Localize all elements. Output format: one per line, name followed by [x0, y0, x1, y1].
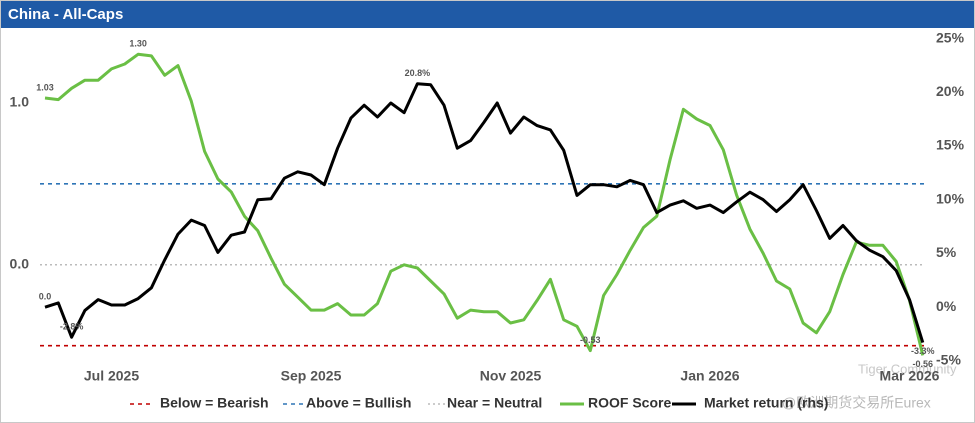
y2-tick-label: 10% [936, 190, 965, 206]
watermark: Tiger Community [858, 361, 957, 376]
y-tick-label: 1.0 [10, 94, 30, 110]
y2-tick-label: 25% [936, 29, 965, 45]
series-line [44, 82, 925, 344]
data-label: -0.53 [580, 335, 601, 345]
legend-label: Market return (rhs) [704, 395, 828, 411]
legend-label: Near = Neutral [447, 395, 542, 411]
x-tick-label: Mar 2026 [880, 368, 940, 384]
y2-tick-label: 15% [936, 137, 965, 153]
x-tick-label: Nov 2025 [480, 368, 542, 384]
legend-label: ROOF Score [588, 395, 671, 411]
y2-tick-label: 5% [936, 244, 957, 260]
data-label: 0.0 [39, 292, 52, 302]
y2-tick-label: 0% [936, 298, 957, 314]
data-label: 1.03 [36, 82, 54, 92]
y2-tick-label: 20% [936, 83, 965, 99]
y2-tick-label: -5% [936, 352, 961, 368]
chart-title: China - All-Caps [8, 6, 123, 23]
title-bar [1, 1, 974, 28]
data-label: -3.3% [911, 346, 935, 356]
legend-label: Below = Bearish [160, 395, 269, 411]
series-line [44, 52, 925, 356]
watermark: @欧洲期货交易所Eurex [782, 395, 931, 411]
data-label: -0.56 [913, 359, 934, 369]
legend-label: Above = Bullish [306, 395, 411, 411]
x-tick-label: Jan 2026 [680, 368, 739, 384]
data-label: 20.8% [405, 68, 431, 78]
x-tick-label: Jul 2025 [84, 368, 139, 384]
data-label: -2.8% [60, 322, 84, 332]
data-label: 1.30 [129, 39, 147, 49]
x-tick-label: Sep 2025 [281, 368, 342, 384]
y-tick-label: 0.0 [10, 255, 30, 271]
